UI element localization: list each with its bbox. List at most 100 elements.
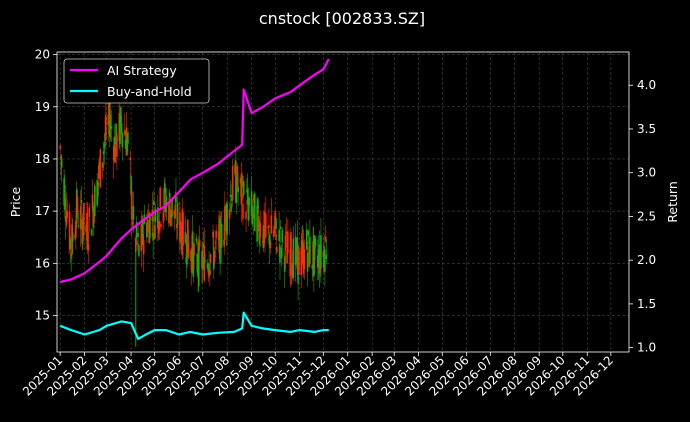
candle-body — [76, 196, 79, 216]
y-axis-left: 15 16 17 18 19 20 — [35, 48, 57, 322]
candle-body — [110, 126, 113, 129]
candle-body — [198, 241, 200, 287]
candle-body — [131, 220, 134, 225]
candle-body — [324, 236, 327, 242]
candle-body — [82, 203, 85, 236]
candle-body — [162, 212, 165, 223]
price-candles — [59, 86, 328, 347]
y-tick-label: 15 — [35, 308, 50, 322]
candle-body — [237, 187, 240, 192]
candle-body — [278, 229, 280, 242]
y2-tick-label: 2.5 — [637, 209, 656, 223]
candle-body — [223, 239, 225, 245]
candle-body — [306, 252, 309, 272]
candle-body — [68, 211, 71, 250]
legend-box — [63, 58, 210, 104]
candle-body — [324, 249, 326, 272]
candle-body — [318, 244, 321, 274]
candle-body — [90, 229, 93, 236]
candle-body — [320, 235, 322, 269]
candle-body — [60, 159, 63, 168]
candle-body — [71, 232, 74, 242]
candle-body — [153, 200, 155, 206]
y-tick-label: 20 — [35, 48, 50, 62]
candle-body — [154, 209, 157, 222]
candle-body — [86, 218, 89, 250]
candle-body — [206, 263, 209, 269]
y-tick-label: 18 — [35, 152, 50, 166]
candle-body — [242, 204, 244, 220]
candle-body — [93, 209, 95, 224]
candle-body — [209, 271, 211, 276]
candle-body — [212, 232, 214, 238]
candle-body — [241, 175, 243, 188]
candle-body — [107, 115, 110, 126]
candle-body — [256, 205, 258, 242]
candle-body — [215, 230, 217, 239]
return-lines — [59, 58, 330, 340]
candle-body — [252, 213, 254, 218]
candle-body — [175, 194, 177, 203]
y2-tick-label: 3.5 — [637, 122, 656, 136]
candle-body — [96, 180, 98, 206]
series-line-buy-and-hold — [59, 311, 329, 340]
chart-title: cnstock [002833.SZ] — [259, 9, 425, 28]
candle-body — [64, 185, 66, 210]
candle-body — [165, 196, 168, 205]
candle-body — [130, 176, 132, 195]
candle-body — [129, 157, 132, 161]
candle-body — [94, 185, 96, 217]
candle-body — [70, 254, 72, 256]
candle-body — [142, 240, 145, 255]
candle-body — [60, 155, 62, 159]
candle-body — [287, 231, 289, 254]
y2-tick-label: 1.0 — [637, 341, 656, 355]
y-tick-label: 16 — [35, 256, 50, 270]
candle-body — [168, 192, 171, 197]
candle-body — [301, 240, 303, 266]
candle-body — [163, 188, 165, 212]
candle-body — [242, 181, 245, 195]
candle-body — [220, 216, 222, 217]
candle-body — [309, 236, 311, 264]
candle-body — [147, 212, 150, 217]
candle-body — [303, 249, 306, 270]
candle-body — [109, 114, 112, 127]
legend-label-ai-strategy: AI Strategy — [107, 63, 177, 78]
candle-body — [253, 193, 256, 231]
candle-body — [146, 219, 149, 233]
candle-body — [235, 160, 237, 203]
candle-body — [273, 225, 276, 234]
candle-body — [152, 232, 154, 241]
candle-body — [279, 245, 281, 263]
candle-body — [235, 188, 238, 203]
candle-body — [179, 222, 182, 236]
candle-body — [257, 215, 260, 232]
candle-body — [283, 256, 286, 272]
candle-body — [196, 253, 199, 272]
candle-body — [229, 194, 232, 197]
candle-body — [247, 202, 250, 221]
candle-body — [182, 212, 184, 246]
candle-body — [132, 205, 135, 220]
candle-body — [209, 254, 212, 264]
candle-body — [88, 207, 91, 218]
candle-body — [91, 194, 94, 209]
candle-body — [325, 254, 328, 259]
y-axis-right: 1.0 1.5 2.0 2.5 3.0 3.5 4.0 — [629, 78, 656, 355]
candle-body — [105, 114, 107, 139]
candle-body — [231, 165, 234, 200]
y2-tick-label: 4.0 — [637, 78, 656, 92]
candle-body — [137, 233, 139, 237]
candle-body — [186, 219, 189, 253]
y2-tick-label: 1.5 — [637, 297, 656, 311]
candle-body — [184, 231, 187, 244]
candle-body — [292, 238, 295, 278]
candle-body — [281, 229, 284, 243]
candle-body — [171, 198, 173, 218]
candle-body — [75, 220, 77, 238]
candle-body — [77, 225, 80, 227]
candle-body — [164, 202, 167, 213]
candle-body — [268, 225, 270, 228]
candle-body — [101, 162, 104, 168]
